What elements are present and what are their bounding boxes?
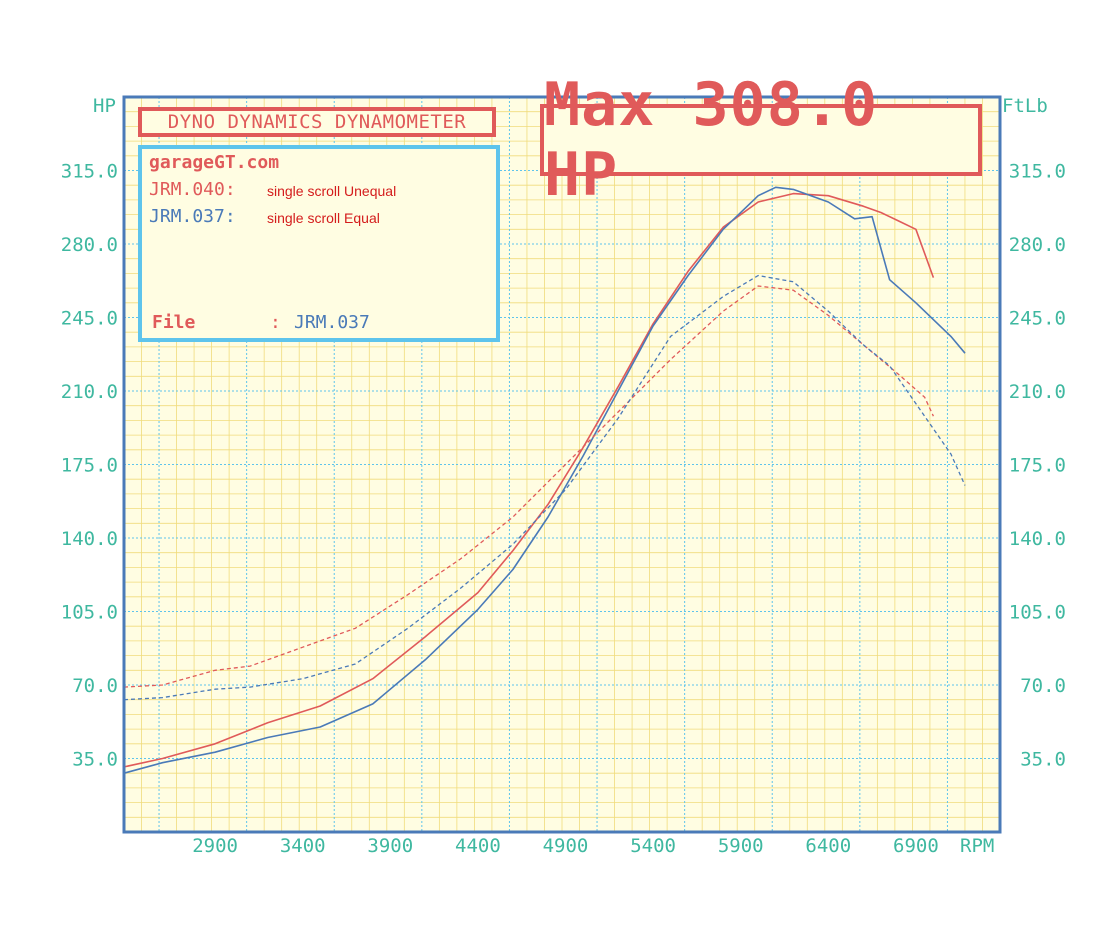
legend-entry-equal-note: single scroll Equal <box>267 210 380 226</box>
x-axis-ticks: 2900 3400 3900 4400 4900 5400 5900 6400 6900 <box>192 835 939 857</box>
y-tick-label-left: 280.0 <box>61 234 118 256</box>
y-tick-label-left: 175.0 <box>61 455 118 477</box>
y-tick-label-right: 175.0 <box>1009 455 1066 477</box>
x-tick-label: 3400 <box>280 835 326 857</box>
y-tick-label-left: 105.0 <box>61 602 118 624</box>
legend: garageGT.com JRM.040: single scroll Uneq… <box>138 145 500 342</box>
y-tick-label-left: 315.0 <box>61 161 118 183</box>
x-tick-label: 5400 <box>630 835 676 857</box>
y-axis-left-label: HP <box>93 95 116 117</box>
x-tick-label: 2900 <box>192 835 238 857</box>
legend-file-label: File <box>152 312 196 333</box>
y-axis-right-label: FtLb <box>1002 95 1048 117</box>
legend-site: garageGT.com <box>149 152 280 173</box>
max-hp-readout: Max 308.0 HP <box>540 70 982 210</box>
y-tick-label-right: 210.0 <box>1009 381 1066 403</box>
x-tick-label: 6900 <box>893 835 939 857</box>
y-tick-label-left: 245.0 <box>61 308 118 330</box>
series-line-hp_equal <box>123 186 966 774</box>
series-layer <box>123 186 966 774</box>
legend-entry-equal-name: JRM.037: <box>149 206 236 227</box>
series-line-tq_equal <box>123 274 966 701</box>
y-tick-label-left: 35.0 <box>72 749 118 771</box>
y-tick-label-right: 140.0 <box>1009 528 1066 550</box>
legend-file-separator: : <box>270 312 281 333</box>
y-axis-left-ticks: 35.0 70.0 105.0 140.0 175.0 210.0 245.0 280.0 31… <box>61 161 118 771</box>
plot-frame <box>122 95 1002 834</box>
y-tick-label-left: 70.0 <box>72 675 118 697</box>
y-tick-label-right: 245.0 <box>1009 308 1066 330</box>
legend-file-value: JRM.037 <box>294 312 370 333</box>
y-tick-label-left: 210.0 <box>61 381 118 403</box>
y-axis-right-ticks: 35.0 70.0 105.0 140.0 175.0 210.0 245.0 280.0 31… <box>1009 161 1066 771</box>
series-line-hp_unequal <box>123 192 935 768</box>
x-tick-label: 6400 <box>805 835 851 857</box>
y-tick-label-right: 315.0 <box>1009 161 1066 183</box>
y-tick-label-right: 70.0 <box>1020 675 1066 697</box>
y-tick-label-right: 35.0 <box>1020 749 1066 771</box>
y-tick-label-left: 140.0 <box>61 528 118 550</box>
chart-title: DYNO DYNAMICS DYNAMOMETER <box>138 107 496 137</box>
x-axis-label: RPM <box>960 835 994 857</box>
legend-entry-unequal-name: JRM.040: <box>149 179 236 200</box>
x-tick-label: 5900 <box>718 835 764 857</box>
x-tick-label: 3900 <box>367 835 413 857</box>
y-tick-label-right: 105.0 <box>1009 602 1066 624</box>
x-tick-label: 4400 <box>455 835 501 857</box>
legend-entry-unequal-note: single scroll Unequal <box>267 183 397 199</box>
x-tick-label: 4900 <box>543 835 589 857</box>
y-tick-label-right: 280.0 <box>1009 234 1066 256</box>
